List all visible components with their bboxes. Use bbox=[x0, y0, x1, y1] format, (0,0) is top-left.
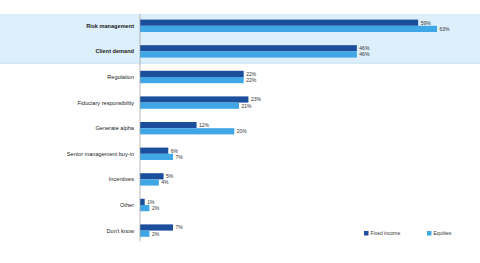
category-label: Incentives bbox=[109, 176, 134, 182]
data-label: 6% bbox=[171, 148, 179, 154]
bar bbox=[140, 154, 173, 160]
bar bbox=[140, 71, 244, 77]
category-label: Generate alpha bbox=[95, 125, 134, 131]
bar bbox=[140, 96, 248, 102]
labels: Risk management 59% 63% Client demand 46%46%… bbox=[67, 20, 450, 237]
bars bbox=[140, 20, 437, 237]
data-label: 5% bbox=[166, 173, 174, 179]
highlight-band bbox=[0, 14, 480, 63]
data-label: 4% bbox=[161, 179, 169, 185]
data-label: 46% bbox=[359, 51, 370, 57]
bar bbox=[140, 51, 357, 57]
legend-swatch bbox=[427, 231, 432, 236]
bar bbox=[140, 231, 149, 237]
data-label: 22% bbox=[246, 71, 257, 77]
bar bbox=[140, 199, 145, 205]
data-label: 2% bbox=[152, 205, 160, 211]
category-label: Fiduciary responsibility bbox=[77, 100, 134, 106]
data-label: 7% bbox=[176, 154, 184, 160]
data-label: 1% bbox=[147, 199, 155, 205]
category-label: Client demand bbox=[95, 48, 134, 54]
data-label: 21% bbox=[242, 103, 253, 109]
data-label: 20% bbox=[237, 128, 248, 134]
chart-container: Risk management 59% 63% Client demand 46%46%… bbox=[0, 0, 480, 263]
bar bbox=[140, 122, 197, 128]
bar bbox=[140, 103, 239, 109]
bar bbox=[140, 173, 164, 179]
data-label: 22% bbox=[246, 77, 257, 83]
bar bbox=[140, 77, 244, 83]
category-label: Other bbox=[120, 202, 134, 208]
legend-swatch bbox=[364, 231, 369, 236]
bar bbox=[140, 128, 234, 134]
category-label: Risk management bbox=[86, 23, 134, 29]
bar bbox=[140, 45, 357, 51]
axis-line bbox=[140, 14, 141, 241]
data-label: 2% bbox=[152, 231, 160, 237]
data-label: 59% bbox=[421, 20, 432, 26]
bar bbox=[140, 26, 437, 32]
legend-label: Equities bbox=[434, 230, 452, 236]
legend-label: Fixed income bbox=[371, 230, 401, 236]
data-label: 7% bbox=[176, 224, 184, 230]
bar bbox=[140, 205, 149, 211]
chart-svg: Risk management 59% 63% Client demand 46%46%… bbox=[0, 0, 480, 263]
legend: Fixed income Equities bbox=[364, 230, 452, 236]
data-label: 63% bbox=[440, 26, 451, 32]
bar bbox=[140, 148, 168, 154]
data-label: 12% bbox=[199, 122, 210, 128]
data-label: 46% bbox=[359, 45, 370, 51]
data-label: 23% bbox=[251, 96, 262, 102]
bar bbox=[140, 20, 418, 26]
category-label: Regulation bbox=[107, 74, 134, 80]
category-label: Senior management buy-in bbox=[67, 151, 134, 157]
category-label: Don't know bbox=[107, 228, 135, 234]
bar bbox=[140, 179, 159, 185]
highlight-separator bbox=[0, 63, 480, 64]
